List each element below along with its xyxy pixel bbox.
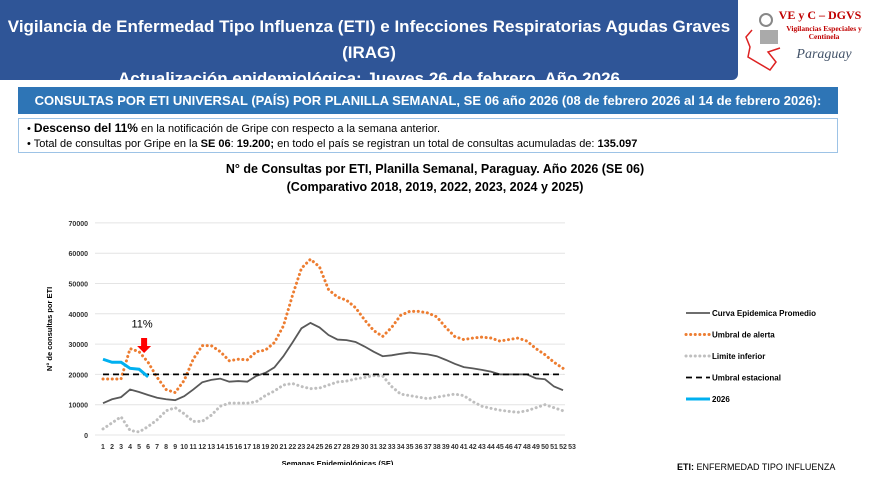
x-tick-label: 10 bbox=[180, 444, 188, 451]
x-tick-label: 16 bbox=[234, 444, 242, 451]
svg-text:Vigilancias Especiales y: Vigilancias Especiales y bbox=[786, 24, 862, 33]
x-tick-label: 20 bbox=[270, 444, 278, 451]
series-line-limite-inferior bbox=[101, 374, 565, 434]
down-arrow-icon bbox=[137, 338, 152, 354]
x-tick-label: 12 bbox=[198, 444, 206, 451]
section-banner: CONSULTAS POR ETI UNIVERSAL (PAÍS) POR P… bbox=[18, 87, 838, 114]
svg-text:Paraguay: Paraguay bbox=[795, 47, 852, 62]
series-line-2026 bbox=[102, 357, 150, 378]
x-tick-label: 15 bbox=[225, 444, 233, 451]
x-tick-label: 9 bbox=[173, 444, 177, 451]
y-tick-label: 30000 bbox=[69, 342, 89, 349]
x-tick-label: 36 bbox=[415, 444, 423, 451]
x-tick-label: 50 bbox=[541, 444, 549, 451]
chart-title-block: N° de Consultas por ETI, Planilla Semana… bbox=[0, 160, 870, 196]
x-tick-label: 39 bbox=[442, 444, 450, 451]
x-tick-label: 48 bbox=[523, 444, 531, 451]
x-tick-label: 51 bbox=[550, 444, 558, 451]
x-tick-label: 45 bbox=[496, 444, 504, 451]
x-tick-label: 30 bbox=[361, 444, 369, 451]
header-banner: Vigilancia de Enfermedad Tipo Influenza … bbox=[0, 0, 738, 88]
x-tick-label: 17 bbox=[243, 444, 251, 451]
y-tick-label: 40000 bbox=[69, 312, 89, 319]
x-axis-label: Semanas Epidemiológicas (SE) bbox=[282, 459, 394, 465]
x-tick-label: 44 bbox=[487, 444, 495, 451]
x-tick-label: 14 bbox=[216, 444, 224, 451]
x-tick-label: 49 bbox=[532, 444, 540, 451]
x-tick-label: 37 bbox=[424, 444, 432, 451]
x-tick-label: 24 bbox=[307, 444, 315, 451]
x-tick-label: 40 bbox=[451, 444, 459, 451]
y-tick-label: 0 bbox=[84, 433, 88, 440]
chart-title: N° de Consultas por ETI, Planilla Semana… bbox=[225, 162, 645, 176]
x-tick-label: 23 bbox=[298, 444, 306, 451]
x-tick-label: 19 bbox=[261, 444, 269, 451]
summary-box: • Descenso del 11% en la notificación de… bbox=[18, 118, 838, 153]
legend-label: Curva Epidemica Promedio bbox=[712, 309, 816, 318]
dgvs-logo: VE y C – DGVS Vigilancias Especiales y C… bbox=[745, 8, 862, 71]
series-line-curva-epidemica-promedio bbox=[102, 321, 564, 405]
annotation-label: 11% bbox=[131, 318, 152, 330]
header-title-line2: Actualización epidemiológica: Jueves 26 … bbox=[118, 69, 620, 88]
y-tick-label: 10000 bbox=[69, 403, 89, 410]
x-tick-label: 27 bbox=[334, 444, 342, 451]
x-tick-label: 28 bbox=[343, 444, 351, 451]
legend-label: Umbral de alerta bbox=[712, 331, 775, 340]
x-tick-label: 7 bbox=[155, 444, 159, 451]
bullet-2: • Total de consultas por Gripe en la SE … bbox=[27, 138, 638, 150]
x-tick-label: 35 bbox=[406, 444, 414, 451]
x-tick-label: 4 bbox=[128, 444, 132, 451]
bullet-1: • Descenso del 11% en la notificación de… bbox=[27, 121, 441, 135]
x-tick-label: 33 bbox=[388, 444, 396, 451]
y-tick-label: 50000 bbox=[69, 282, 89, 289]
chart-subtitle: (Comparativo 2018, 2019, 2022, 2023, 202… bbox=[286, 180, 584, 194]
legend-label: Umbral estacional bbox=[712, 374, 781, 383]
x-tick-label: 53 bbox=[568, 444, 576, 451]
x-tick-label: 47 bbox=[514, 444, 522, 451]
x-tick-label: 3 bbox=[119, 444, 123, 451]
y-tick-label: 70000 bbox=[69, 221, 89, 228]
x-tick-label: 32 bbox=[379, 444, 387, 451]
y-tick-label: 60000 bbox=[69, 251, 89, 258]
y-tick-label: 20000 bbox=[69, 372, 89, 379]
legend-label: 2026 bbox=[712, 395, 730, 404]
header-title-line1: Vigilancia de Enfermedad Tipo Influenza … bbox=[7, 17, 731, 62]
svg-text:VE y C – DGVS: VE y C – DGVS bbox=[779, 8, 862, 22]
x-tick-label: 43 bbox=[478, 444, 486, 451]
legend-label: Limite inferior bbox=[712, 352, 765, 361]
x-tick-label: 1 bbox=[101, 444, 105, 451]
x-tick-label: 13 bbox=[207, 444, 215, 451]
footer-note: ETI: ENFERMEDAD TIPO INFLUENZA bbox=[677, 462, 836, 472]
x-tick-label: 26 bbox=[325, 444, 333, 451]
x-tick-label: 18 bbox=[252, 444, 260, 451]
x-tick-label: 21 bbox=[280, 444, 288, 451]
x-tick-label: 22 bbox=[289, 444, 297, 451]
x-tick-label: 41 bbox=[460, 444, 468, 451]
series-line-umbral-de-alerta bbox=[101, 257, 565, 395]
y-axis-label: N° de consultas por ETI bbox=[45, 287, 54, 371]
x-tick-label: 5 bbox=[137, 444, 141, 451]
x-tick-label: 25 bbox=[316, 444, 324, 451]
x-tick-label: 38 bbox=[433, 444, 441, 451]
svg-text:Centinela: Centinela bbox=[809, 32, 840, 41]
x-tick-label: 29 bbox=[352, 444, 360, 451]
x-tick-label: 34 bbox=[397, 444, 405, 451]
x-tick-label: 8 bbox=[164, 444, 168, 451]
x-tick-label: 2 bbox=[110, 444, 114, 451]
x-tick-label: 11 bbox=[189, 444, 197, 451]
x-tick-label: 42 bbox=[469, 444, 477, 451]
x-tick-label: 52 bbox=[559, 444, 567, 451]
x-tick-label: 46 bbox=[505, 444, 513, 451]
x-tick-label: 6 bbox=[146, 444, 150, 451]
x-tick-label: 31 bbox=[370, 444, 378, 451]
